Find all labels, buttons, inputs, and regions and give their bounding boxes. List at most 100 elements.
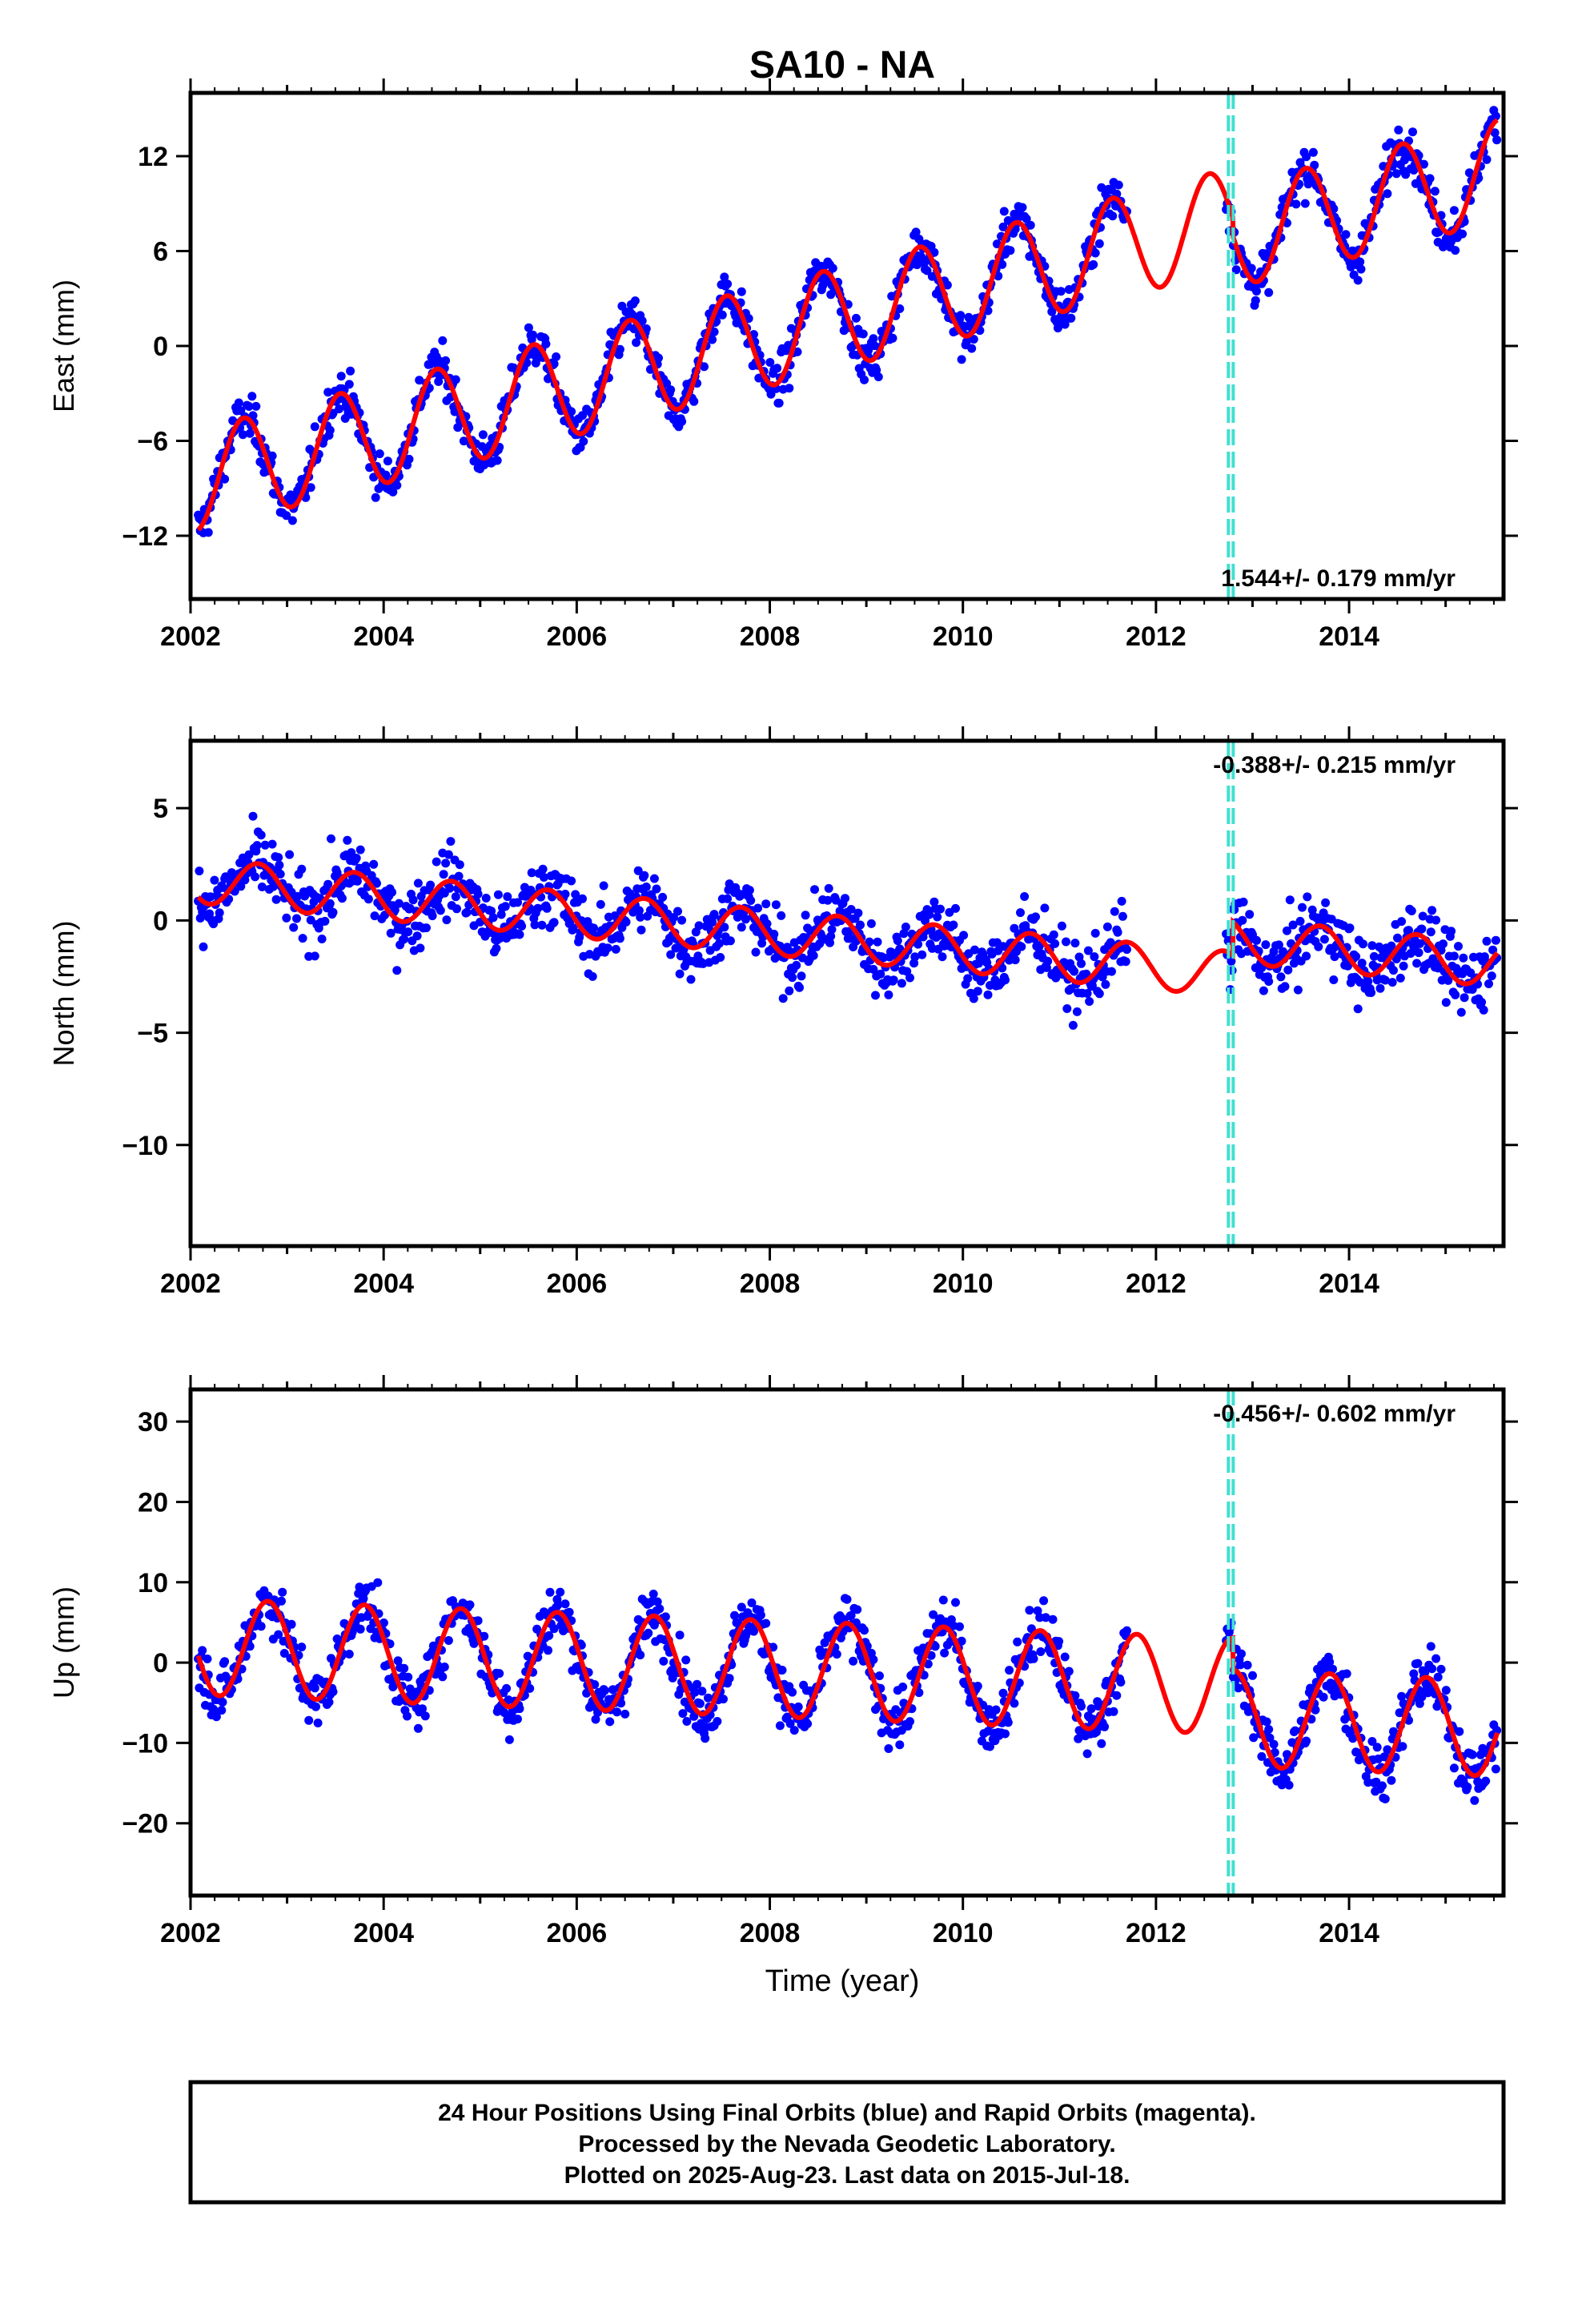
east-y-axis-label: East (mm) <box>47 279 80 412</box>
data-point <box>533 903 543 913</box>
data-point <box>717 310 727 320</box>
data-point <box>922 266 932 275</box>
data-point <box>442 915 452 925</box>
data-point <box>1013 1637 1022 1647</box>
data-point <box>1439 939 1447 949</box>
data-point <box>777 911 786 920</box>
data-point <box>746 896 756 905</box>
data-point <box>1042 963 1051 972</box>
data-point <box>452 904 461 914</box>
data-point <box>851 313 861 323</box>
data-point <box>372 879 381 888</box>
data-point <box>1295 916 1305 926</box>
data-point <box>413 1723 423 1733</box>
data-point <box>853 1605 862 1614</box>
data-point <box>1269 1739 1279 1749</box>
data-point <box>969 994 978 1003</box>
data-point <box>578 411 587 420</box>
data-point <box>654 353 663 363</box>
data-point <box>1017 942 1026 951</box>
data-point <box>1054 1637 1064 1647</box>
data-point <box>1387 1775 1396 1785</box>
data-point <box>895 1740 905 1750</box>
y-tick-label: 5 <box>153 794 168 824</box>
data-point <box>297 1642 307 1652</box>
x-tick-label: 2010 <box>933 1918 994 1948</box>
data-point <box>1006 246 1015 255</box>
data-point <box>998 222 1008 231</box>
data-point <box>641 883 651 891</box>
data-point <box>1345 923 1355 933</box>
data-point <box>1455 1727 1464 1736</box>
data-point <box>344 380 354 389</box>
data-point <box>267 839 277 849</box>
data-point <box>1356 264 1366 274</box>
x-tick-label: 2014 <box>1319 1269 1379 1299</box>
panel-up: 2002 2004 2006 2008 2010 2012 2014 −20 −10 0 10 20 3… <box>47 1375 1518 1948</box>
data-point <box>898 1683 908 1691</box>
data-point <box>544 1646 552 1655</box>
data-point <box>815 939 825 948</box>
data-point <box>304 1715 314 1725</box>
data-point <box>1056 287 1066 296</box>
data-point <box>441 858 451 868</box>
data-point <box>846 905 856 914</box>
data-point <box>810 885 819 895</box>
up-y-axis-label: Up (mm) <box>47 1586 80 1699</box>
data-point <box>537 920 547 930</box>
data-point <box>567 407 576 416</box>
data-point <box>633 866 643 875</box>
data-point <box>872 365 881 375</box>
data-point <box>916 251 926 261</box>
data-point <box>1394 125 1403 135</box>
data-point <box>741 915 750 924</box>
data-point <box>605 1717 615 1727</box>
data-point <box>866 919 876 928</box>
data-point <box>795 983 804 992</box>
data-point <box>1020 892 1030 901</box>
data-point <box>1302 951 1311 961</box>
data-point <box>615 344 624 354</box>
data-point <box>994 271 1003 281</box>
data-point <box>1122 945 1131 955</box>
data-point <box>527 868 536 878</box>
data-point <box>416 943 425 953</box>
data-point <box>373 1578 383 1587</box>
data-point <box>611 944 620 954</box>
data-point <box>823 895 833 905</box>
data-point <box>636 925 646 935</box>
data-point <box>1300 199 1310 208</box>
data-point <box>1451 246 1460 255</box>
data-point <box>579 436 588 446</box>
data-point <box>355 845 365 854</box>
data-point <box>973 987 982 996</box>
data-point <box>1321 898 1331 907</box>
x-tick-label: 2012 <box>1126 1918 1186 1948</box>
data-point <box>1426 1642 1435 1651</box>
data-point <box>440 1663 449 1671</box>
data-point <box>774 398 784 408</box>
data-point <box>630 296 640 306</box>
data-point <box>1121 957 1130 967</box>
data-point <box>709 910 719 919</box>
data-point <box>785 986 794 995</box>
data-point <box>541 340 551 348</box>
data-point <box>317 935 327 943</box>
data-point <box>328 907 338 917</box>
data-point <box>737 287 746 296</box>
data-point <box>444 850 453 859</box>
data-point <box>560 890 570 899</box>
data-point <box>1252 287 1261 296</box>
data-point <box>1419 159 1428 169</box>
data-point <box>1070 939 1080 948</box>
data-point <box>925 910 934 919</box>
data-point <box>528 330 537 340</box>
data-point <box>1447 927 1456 936</box>
x-tick-label: 2006 <box>547 1269 608 1299</box>
data-point <box>956 311 966 320</box>
data-point <box>492 943 501 953</box>
data-point <box>771 900 781 910</box>
data-point <box>1003 1718 1013 1727</box>
data-point <box>310 951 319 961</box>
data-point <box>325 425 335 435</box>
